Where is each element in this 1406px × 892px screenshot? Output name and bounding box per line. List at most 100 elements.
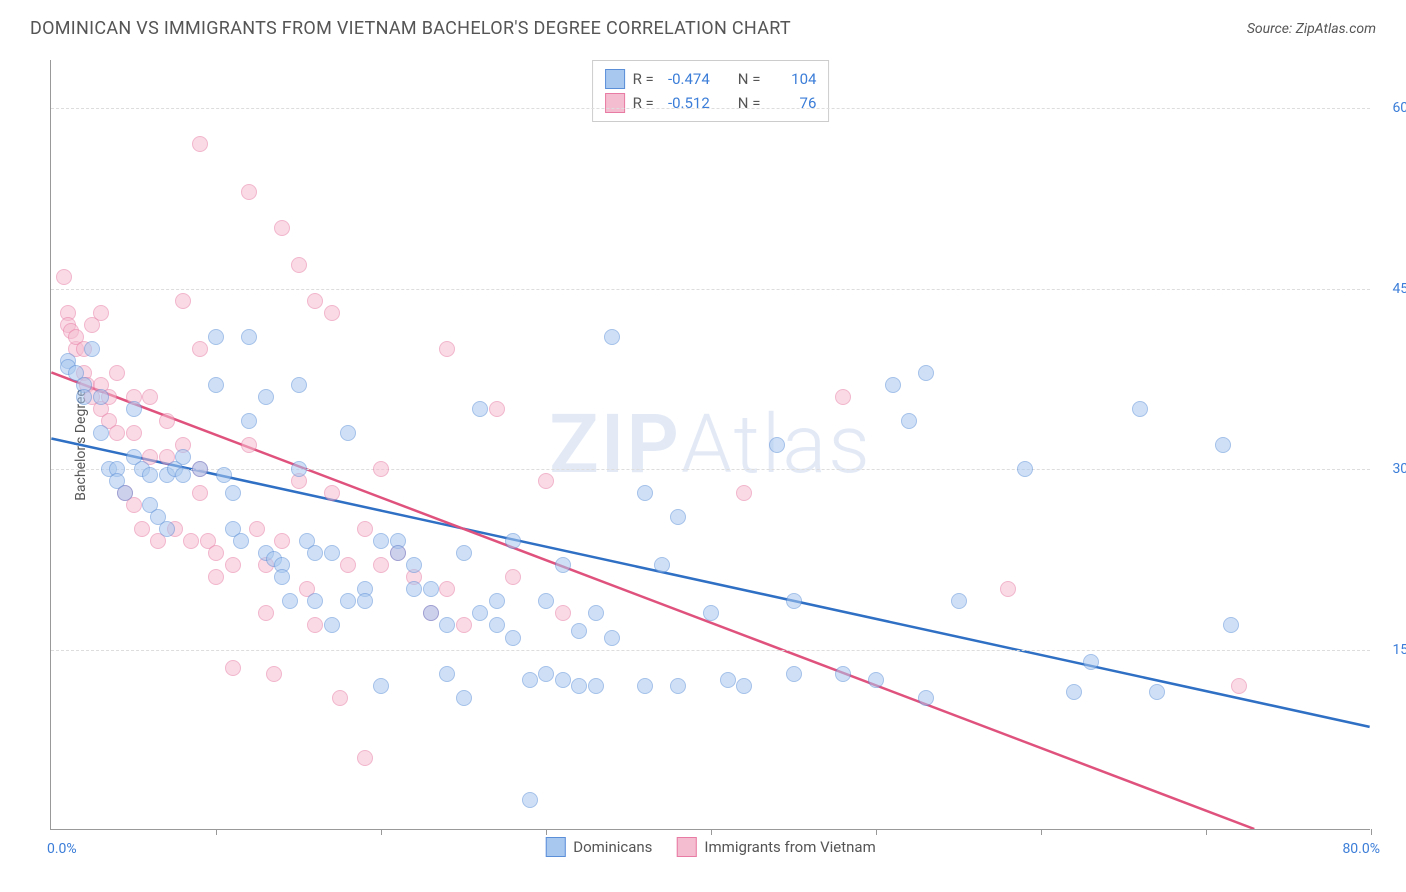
scatter-point (901, 413, 917, 429)
scatter-point (134, 521, 150, 537)
legend-label: Dominicans (573, 838, 652, 856)
scatter-point (274, 220, 290, 236)
scatter-point (769, 437, 785, 453)
scatter-point (175, 449, 191, 465)
scatter-point (208, 377, 224, 393)
scatter-point (736, 678, 752, 694)
scatter-point (538, 593, 554, 609)
scatter-point (93, 305, 109, 321)
x-tick (546, 829, 547, 835)
scatter-point (489, 617, 505, 633)
scatter-point (1132, 401, 1148, 417)
legend-swatch (605, 69, 625, 89)
scatter-point (340, 593, 356, 609)
scatter-point (373, 678, 389, 694)
scatter-point (56, 269, 72, 285)
scatter-point (472, 401, 488, 417)
scatter-point (1149, 684, 1165, 700)
scatter-point (868, 672, 884, 688)
scatter-point (373, 557, 389, 573)
scatter-point (472, 605, 488, 621)
scatter-point (505, 569, 521, 585)
x-axis-max-label: 80.0% (1342, 841, 1380, 857)
gridline (51, 108, 1370, 109)
scatter-point (307, 545, 323, 561)
scatter-point (142, 389, 158, 405)
scatter-point (571, 623, 587, 639)
y-axis-title: Bachelor's Degree (73, 389, 89, 501)
scatter-point (282, 593, 298, 609)
scatter-point (340, 425, 356, 441)
scatter-point (324, 617, 340, 633)
scatter-point (555, 605, 571, 621)
scatter-point (241, 437, 257, 453)
scatter-point (736, 485, 752, 501)
y-tick-label: 30.0% (1375, 461, 1406, 477)
scatter-point (885, 377, 901, 393)
scatter-point (208, 569, 224, 585)
scatter-point (786, 666, 802, 682)
scatter-point (835, 666, 851, 682)
scatter-point (142, 467, 158, 483)
chart-title: DOMINICAN VS IMMIGRANTS FROM VIETNAM BAC… (30, 18, 791, 39)
scatter-point (258, 605, 274, 621)
scatter-point (604, 329, 620, 345)
n-value: 104 (768, 70, 816, 88)
scatter-point (324, 305, 340, 321)
scatter-point (373, 533, 389, 549)
scatter-point (1223, 617, 1239, 633)
scatter-point (720, 672, 736, 688)
scatter-point (225, 485, 241, 501)
scatter-point (439, 341, 455, 357)
scatter-point (588, 605, 604, 621)
trend-line (51, 372, 1254, 829)
scatter-point (670, 678, 686, 694)
scatter-point (703, 605, 719, 621)
r-label: R = (633, 94, 654, 112)
scatter-point (241, 329, 257, 345)
scatter-point (274, 569, 290, 585)
trend-line (51, 438, 1369, 726)
scatter-point (522, 792, 538, 808)
y-tick-label: 45.0% (1375, 281, 1406, 297)
gridline (51, 650, 1370, 651)
scatter-point (505, 533, 521, 549)
scatter-point (1083, 654, 1099, 670)
gridline (51, 469, 1370, 470)
scatter-point (538, 473, 554, 489)
scatter-point (208, 329, 224, 345)
scatter-point (159, 413, 175, 429)
scatter-point (918, 690, 934, 706)
legend-swatch (605, 93, 625, 113)
scatter-point (390, 545, 406, 561)
scatter-point (505, 630, 521, 646)
scatter-point (357, 593, 373, 609)
scatter-point (274, 533, 290, 549)
scatter-point (654, 557, 670, 573)
x-tick (1206, 829, 1207, 835)
scatter-point (489, 401, 505, 417)
scatter-point (76, 389, 92, 405)
scatter-point (786, 593, 802, 609)
y-tick-label: 60.0% (1375, 100, 1406, 116)
x-tick (711, 829, 712, 835)
n-label: N = (738, 94, 761, 112)
scatter-point (637, 678, 653, 694)
x-axis-min-label: 0.0% (47, 841, 77, 857)
legend-item: Dominicans (545, 837, 652, 857)
scatter-point (192, 341, 208, 357)
r-value: -0.512 (662, 94, 710, 112)
scatter-point (109, 365, 125, 381)
scatter-point (258, 389, 274, 405)
legend-item: Immigrants from Vietnam (676, 837, 875, 857)
scatter-point (109, 425, 125, 441)
scatter-point (456, 617, 472, 633)
watermark: ZIPAtlas (549, 397, 872, 493)
scatter-point (192, 485, 208, 501)
scatter-point (1066, 684, 1082, 700)
scatter-point (423, 581, 439, 597)
source-link[interactable]: ZipAtlas.com (1296, 21, 1376, 37)
scatter-point (225, 557, 241, 573)
scatter-point (175, 293, 191, 309)
scatter-point (241, 184, 257, 200)
